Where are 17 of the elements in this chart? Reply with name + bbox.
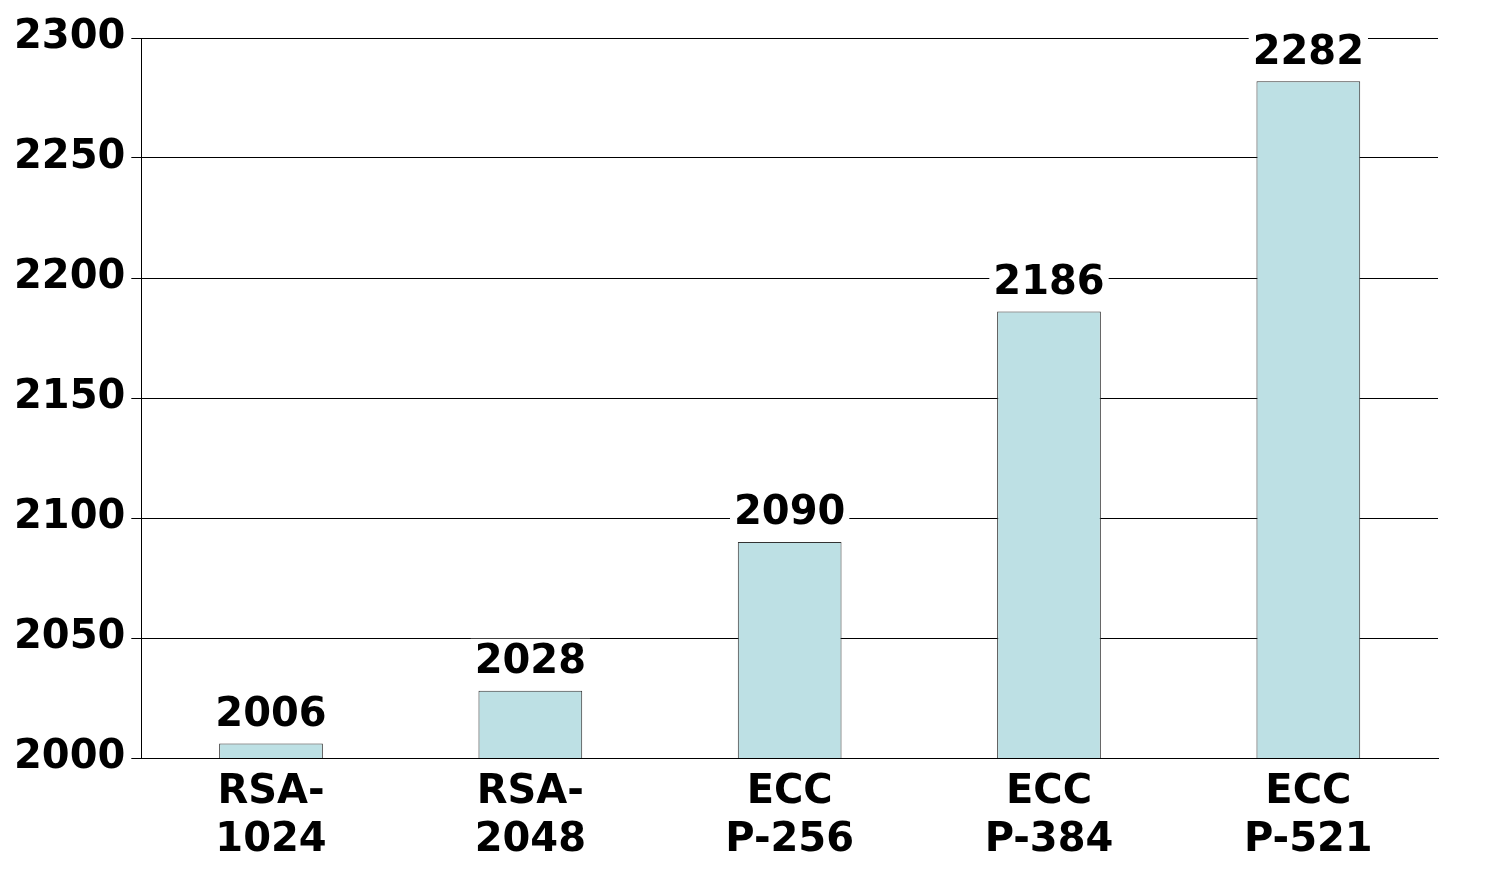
data-label: 2282: [1252, 26, 1364, 73]
y-tick-label: 2150: [14, 371, 126, 418]
data-label: 2186: [993, 256, 1105, 303]
data-label: 2028: [474, 636, 586, 683]
x-tick-label: RSA-2048: [474, 766, 586, 861]
x-tick-label: ECC P-521: [1243, 766, 1373, 861]
y-tick-label: 2000: [14, 731, 126, 778]
y-tick-label: 2200: [14, 251, 126, 298]
y-tick-label: 2250: [14, 131, 126, 178]
data-label: 2090: [734, 487, 846, 534]
data-label: 2006: [215, 688, 327, 735]
y-tick-label: 2100: [14, 491, 126, 538]
y-tick-label: 2050: [14, 611, 126, 658]
x-tick-label: RSA-1024: [215, 766, 327, 861]
x-tick-label: ECC P-384: [984, 766, 1114, 861]
x-tick-label: ECC P-256: [725, 766, 855, 861]
y-tick-label: 2300: [14, 11, 126, 58]
